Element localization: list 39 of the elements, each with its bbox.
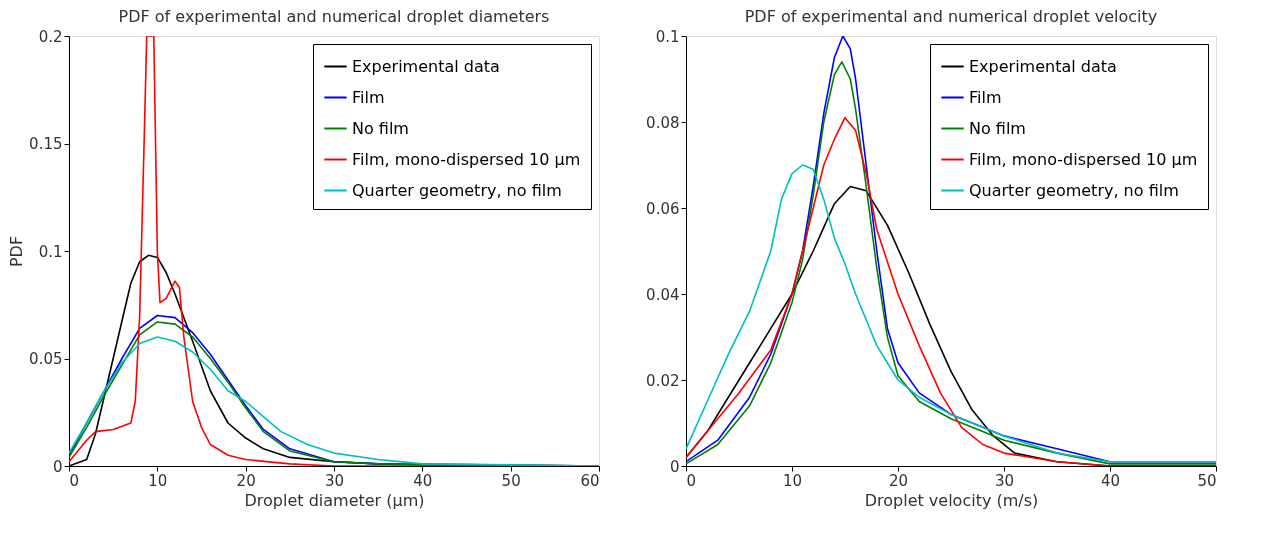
- x-axis-title: Droplet diameter (μm): [244, 490, 425, 510]
- legend-label: Experimental data: [352, 56, 500, 76]
- y-tick-label: 0: [52, 457, 63, 476]
- x-tick-label: 30: [994, 471, 1015, 490]
- x-tick-label: 40: [1100, 471, 1121, 490]
- x-tick-label: 30: [324, 471, 345, 490]
- x-axis-title: Droplet velocity (m/s): [864, 490, 1039, 510]
- x-tick-label: 60: [580, 471, 600, 490]
- legend-label: Quarter geometry, no film: [969, 180, 1179, 200]
- y-axis-title: PDF: [7, 235, 27, 268]
- x-tick-label: 50: [1197, 471, 1217, 490]
- legend-label: Experimental data: [969, 56, 1117, 76]
- x-tick-label: 50: [501, 471, 521, 490]
- chart-title: PDF of experimental and numerical droplet velocity: [744, 7, 1158, 26]
- y-tick-label: 0.05: [29, 350, 63, 368]
- legend-label: No film: [969, 118, 1026, 138]
- x-tick-label: 0: [69, 471, 80, 490]
- chart-title: PDF of experimental and numerical droplet diameters: [118, 7, 550, 26]
- legend-label: Quarter geometry, no film: [352, 180, 562, 200]
- x-tick-label: 20: [888, 471, 909, 490]
- y-tick-label: 0.15: [29, 135, 63, 153]
- legend-label: Film, mono-dispersed 10 μm: [969, 149, 1198, 169]
- y-tick-label: 0.02: [646, 371, 680, 390]
- y-tick-label: 0.1: [38, 242, 63, 261]
- y-tick-label: 0.06: [646, 199, 680, 218]
- y-tick-label: 0.08: [646, 113, 680, 132]
- y-tick-label: 0.04: [646, 285, 680, 304]
- y-tick-label: 0.1: [655, 27, 680, 46]
- y-tick-label: 0.2: [38, 27, 63, 46]
- legend-label: No film: [352, 118, 409, 138]
- x-tick-label: 40: [413, 471, 433, 490]
- y-tick-label: 0: [669, 457, 680, 476]
- legend-label: Film: [352, 87, 385, 107]
- legend-label: Film, mono-dispersed 10 μm: [352, 149, 581, 169]
- legend-label: Film: [969, 87, 1002, 107]
- x-tick-label: 20: [236, 471, 256, 490]
- x-tick-label: 0: [686, 471, 697, 490]
- x-tick-label: 10: [148, 471, 168, 490]
- x-tick-label: 10: [782, 471, 803, 490]
